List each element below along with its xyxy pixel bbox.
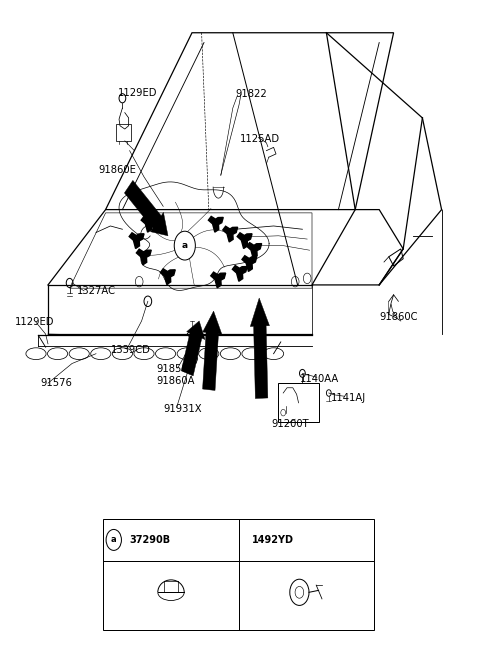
- Polygon shape: [247, 242, 262, 258]
- Polygon shape: [223, 226, 238, 242]
- Text: 91860C: 91860C: [379, 312, 418, 322]
- Text: 91200T: 91200T: [271, 419, 309, 430]
- Polygon shape: [242, 255, 257, 271]
- Text: 1339CD: 1339CD: [110, 345, 150, 355]
- Text: 91576: 91576: [41, 378, 72, 388]
- Polygon shape: [141, 216, 156, 232]
- Text: a: a: [182, 241, 188, 250]
- Polygon shape: [211, 272, 226, 288]
- Text: 91860E: 91860E: [98, 165, 136, 176]
- Polygon shape: [181, 321, 205, 376]
- Polygon shape: [237, 233, 252, 248]
- Polygon shape: [232, 265, 247, 281]
- Text: a: a: [111, 535, 117, 544]
- Polygon shape: [203, 311, 222, 390]
- Circle shape: [174, 231, 195, 260]
- Text: 91850C: 91850C: [156, 364, 194, 375]
- Text: 1327AC: 1327AC: [77, 286, 116, 296]
- Polygon shape: [136, 249, 151, 265]
- Polygon shape: [124, 180, 168, 236]
- Polygon shape: [129, 233, 144, 248]
- Bar: [116, 124, 131, 141]
- Polygon shape: [160, 269, 175, 284]
- Text: 91860A: 91860A: [156, 376, 194, 386]
- Text: 1141AJ: 1141AJ: [331, 393, 366, 403]
- Polygon shape: [208, 216, 223, 232]
- Text: 91822: 91822: [235, 89, 267, 100]
- Text: 37290B: 37290B: [130, 535, 171, 545]
- Text: 1129ED: 1129ED: [14, 317, 54, 328]
- Bar: [278, 383, 319, 422]
- Text: 1125AD: 1125AD: [240, 134, 280, 144]
- Text: 1492YD: 1492YD: [252, 535, 294, 545]
- Polygon shape: [250, 298, 269, 398]
- Circle shape: [106, 529, 121, 550]
- Text: 1129ED: 1129ED: [118, 88, 157, 98]
- Text: 91931X: 91931X: [163, 404, 202, 415]
- Text: 1140AA: 1140AA: [300, 373, 339, 384]
- Bar: [103, 519, 374, 630]
